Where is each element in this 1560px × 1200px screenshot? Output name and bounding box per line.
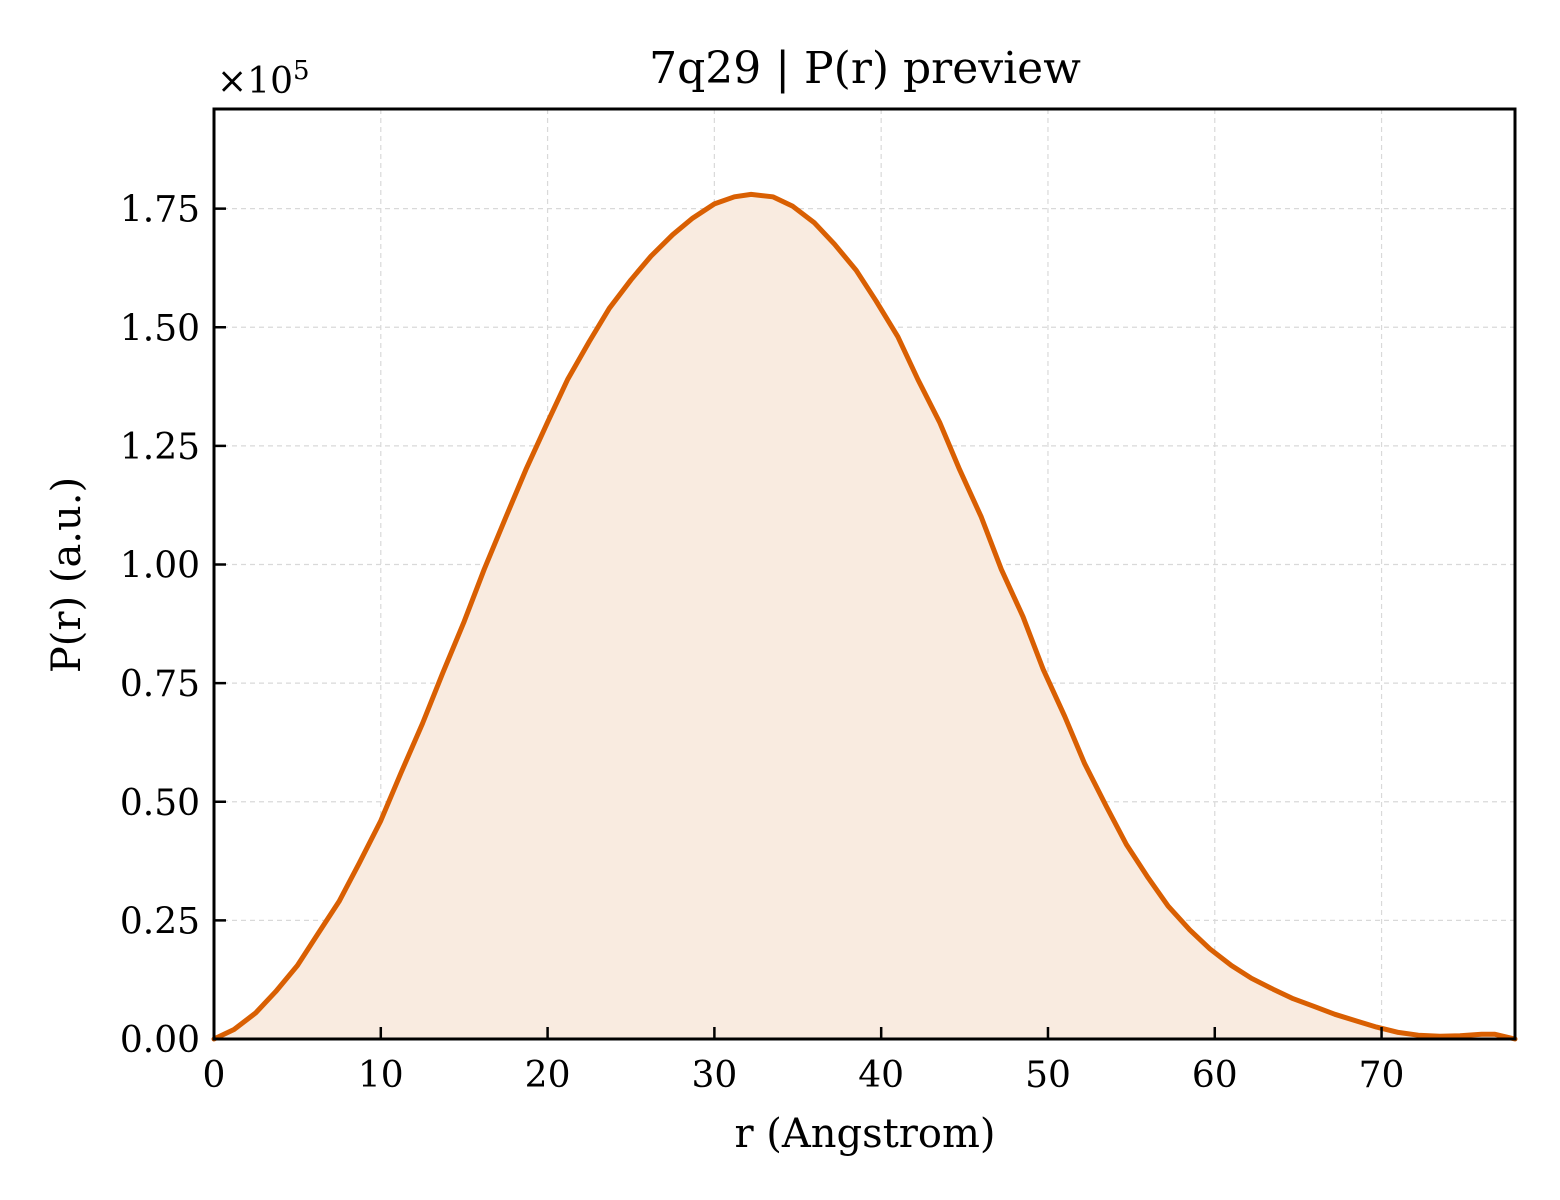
x-axis-label: r (Angstrom) bbox=[734, 1111, 995, 1157]
plot-frame bbox=[212, 107, 1517, 1041]
y-tick-label: 0.50 bbox=[120, 783, 200, 824]
pr-area-fill bbox=[214, 194, 1515, 1039]
y-tick-label: 0.25 bbox=[120, 901, 200, 942]
y-tick-label: 1.50 bbox=[120, 308, 200, 349]
y-tick-label: 0.00 bbox=[120, 1020, 200, 1061]
x-tick-label: 0 bbox=[203, 1055, 226, 1096]
x-tick-label: 60 bbox=[1192, 1055, 1238, 1096]
area-fill-layer bbox=[214, 194, 1515, 1039]
tick-labels: 0 10 20 30 40 50 60 70 0.00 0.25 0.50 0.75 1.00 1.25 1… bbox=[120, 190, 1405, 1096]
y-tick-label: 1.75 bbox=[120, 190, 200, 231]
x-tick-label: 30 bbox=[691, 1055, 737, 1096]
x-tick-label: 70 bbox=[1359, 1055, 1405, 1096]
chart-title: 7q29 | P(r) preview bbox=[649, 43, 1081, 94]
x-tick-label: 10 bbox=[358, 1055, 404, 1096]
x-tick-label: 20 bbox=[525, 1055, 571, 1096]
pr-series-line bbox=[211, 191, 1518, 1042]
y-tick-label: 1.25 bbox=[120, 427, 200, 468]
y-axis-offset-text: ×105 bbox=[217, 56, 310, 102]
y-axis-label: P(r) (a.u.) bbox=[44, 477, 90, 673]
y-tick-label: 0.75 bbox=[120, 664, 200, 705]
y-axis-offset-base: ×10 bbox=[217, 61, 293, 102]
y-tick-label: 1.00 bbox=[120, 546, 200, 587]
y-axis-offset-exponent: 5 bbox=[293, 56, 310, 86]
x-tick-label: 50 bbox=[1025, 1055, 1071, 1096]
line-layer bbox=[211, 191, 1518, 1042]
x-tick-label: 40 bbox=[858, 1055, 904, 1096]
